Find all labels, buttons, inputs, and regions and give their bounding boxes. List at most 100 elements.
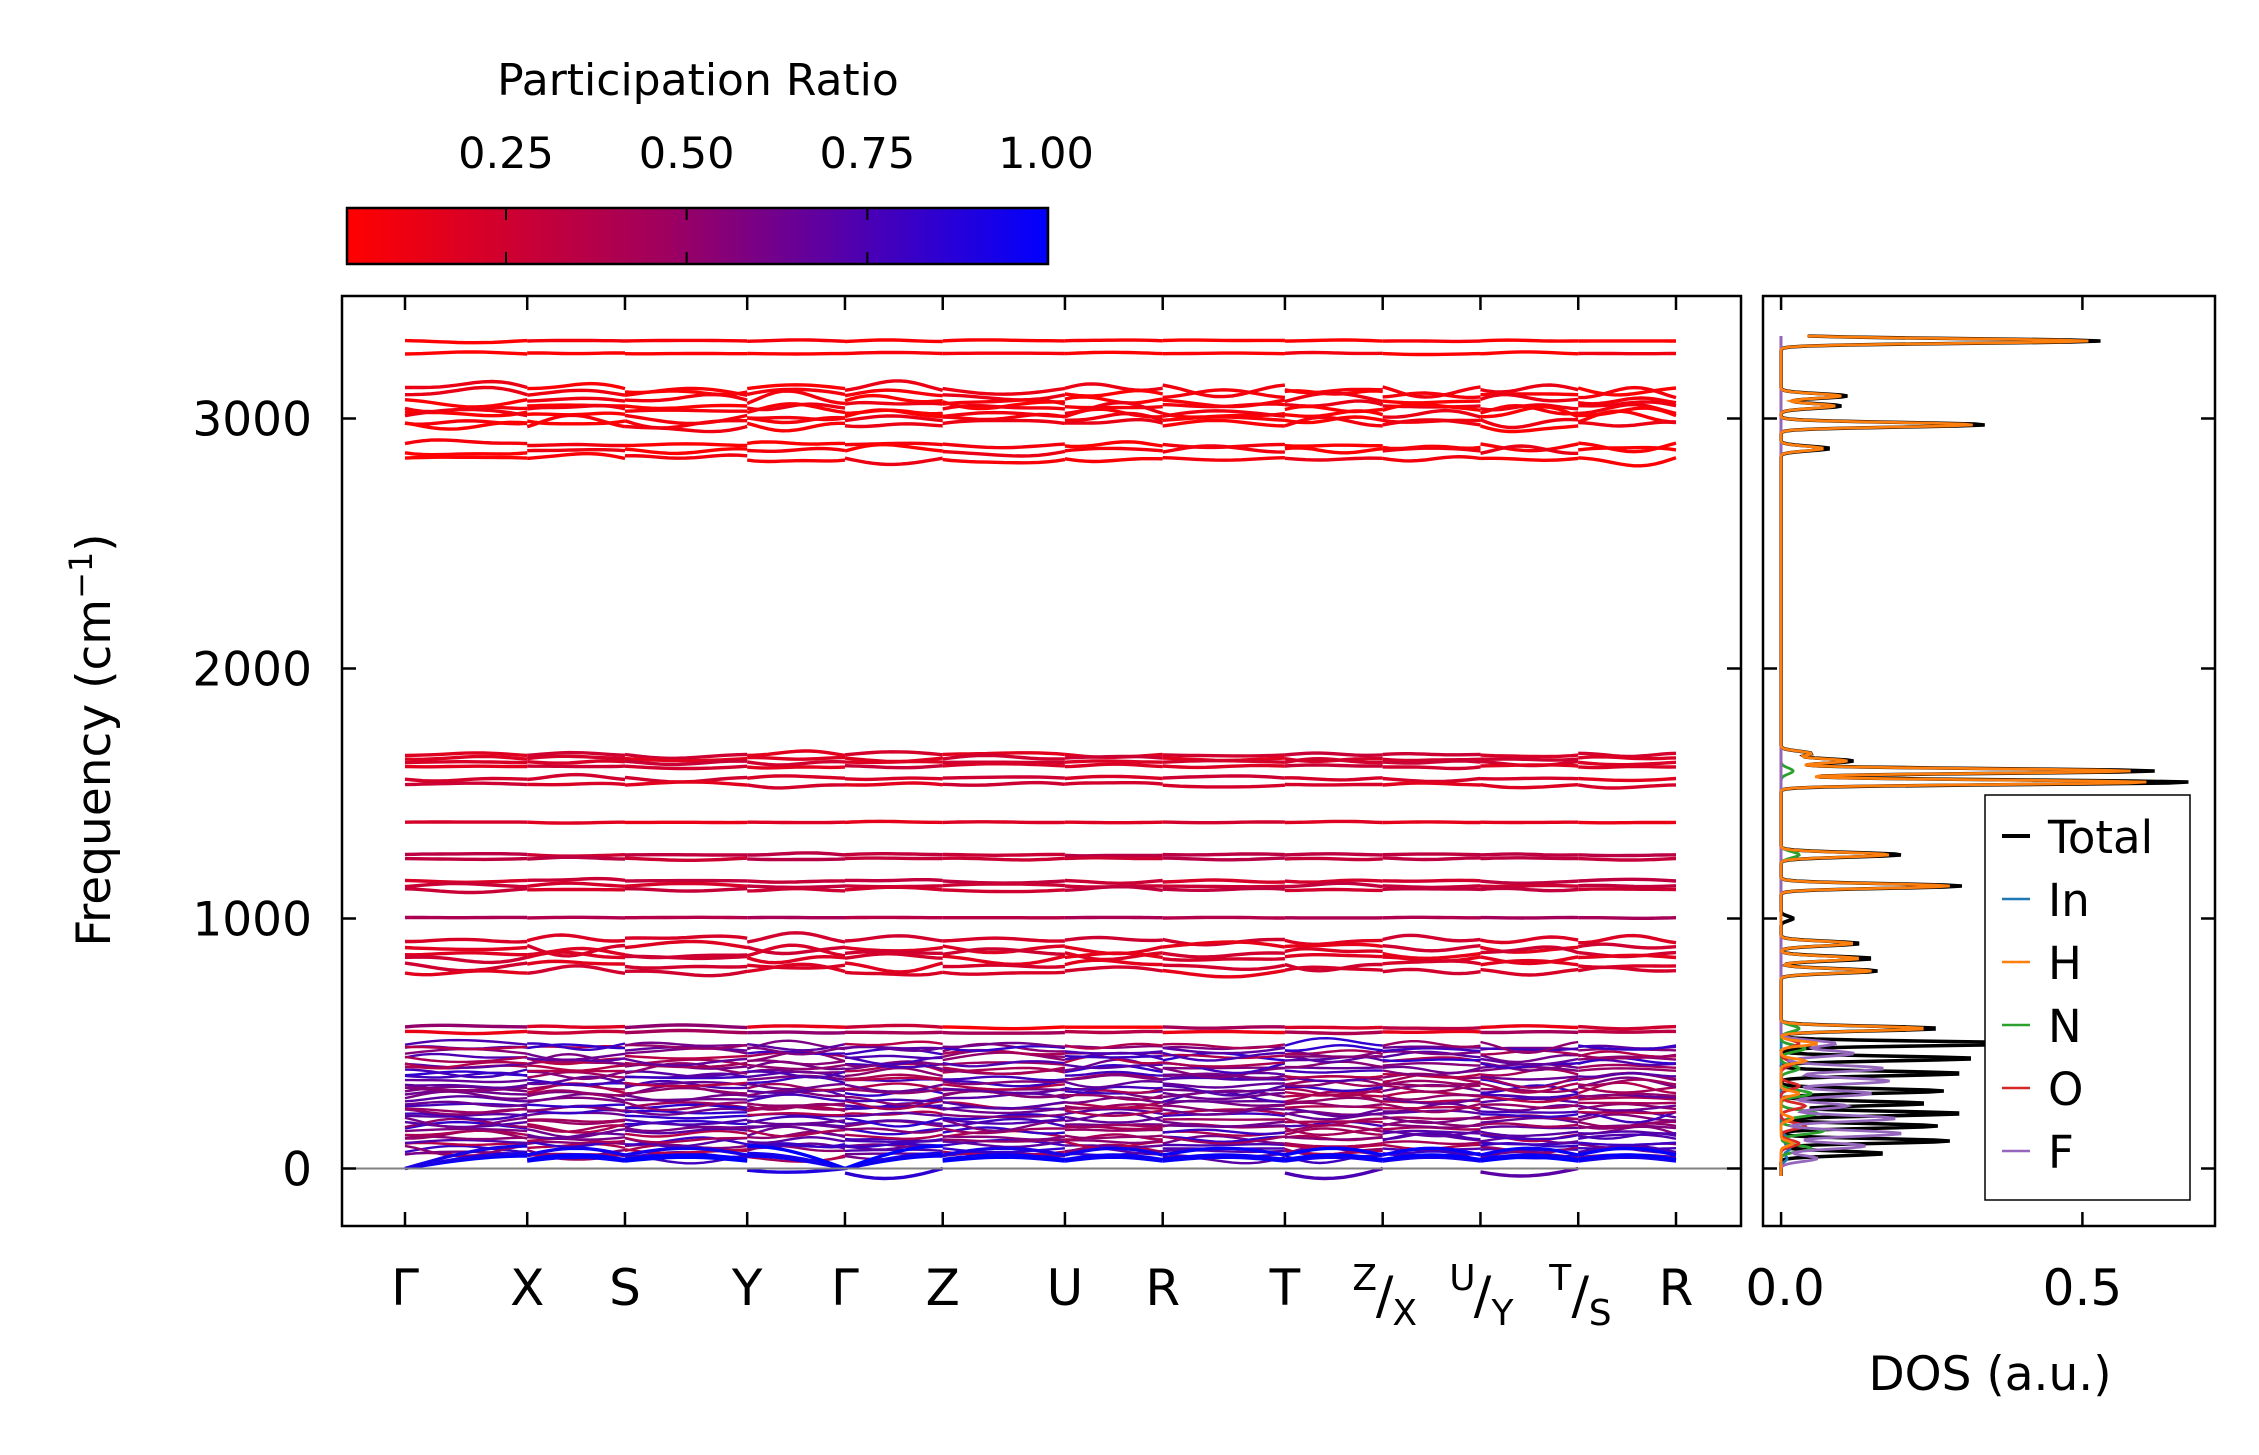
band-line bbox=[1480, 1082, 1579, 1094]
band-line bbox=[1578, 1141, 1677, 1147]
band-line bbox=[1284, 1117, 1383, 1127]
band-line bbox=[404, 1083, 528, 1090]
band-line bbox=[527, 855, 626, 861]
band-line bbox=[1284, 946, 1383, 954]
band-line bbox=[1480, 1125, 1579, 1130]
band-line bbox=[1382, 1073, 1481, 1079]
band-line bbox=[747, 1111, 846, 1117]
band-line bbox=[1162, 1099, 1285, 1103]
band-line bbox=[942, 1089, 1066, 1099]
band-line bbox=[942, 1155, 1066, 1163]
band-line bbox=[1479, 417, 1579, 430]
band-line bbox=[1578, 933, 1677, 945]
band-line bbox=[1162, 1120, 1286, 1129]
kpoint-label-slash: / bbox=[1376, 1266, 1394, 1326]
band-line bbox=[1480, 1103, 1579, 1112]
band-line bbox=[624, 453, 748, 460]
band-line bbox=[844, 414, 943, 423]
band-line bbox=[844, 1144, 943, 1171]
band-line bbox=[844, 750, 943, 757]
band-line bbox=[624, 1155, 748, 1163]
band-line bbox=[404, 760, 528, 765]
band-line bbox=[942, 1113, 1066, 1119]
band-line bbox=[527, 1078, 626, 1087]
band-line bbox=[526, 959, 626, 966]
band-line bbox=[1480, 763, 1579, 768]
band-lines bbox=[404, 338, 1677, 1181]
band-line bbox=[404, 350, 528, 356]
band-line bbox=[526, 413, 626, 429]
band-line bbox=[844, 1088, 943, 1095]
band-line bbox=[1382, 1153, 1481, 1162]
band-line bbox=[1480, 1047, 1579, 1052]
band-line bbox=[942, 820, 1065, 825]
band-line bbox=[404, 1129, 528, 1137]
band-line bbox=[527, 1103, 625, 1108]
band-line bbox=[624, 1118, 748, 1126]
band-line bbox=[942, 775, 1065, 780]
band-line bbox=[1578, 887, 1677, 892]
band-line bbox=[527, 448, 626, 453]
band-line bbox=[1480, 1110, 1579, 1114]
colorbar-tick-label: 1.00 bbox=[998, 129, 1094, 179]
colorbar-tick-label: 0.25 bbox=[458, 129, 554, 179]
band-line bbox=[844, 970, 943, 977]
band-line bbox=[1578, 385, 1677, 400]
band-line bbox=[1162, 759, 1285, 764]
band-line bbox=[526, 1128, 626, 1139]
band-line bbox=[746, 931, 846, 944]
band-line bbox=[624, 408, 748, 413]
band-line bbox=[747, 1063, 846, 1071]
band-line bbox=[1284, 1146, 1384, 1157]
band-line bbox=[1480, 945, 1579, 955]
band-line bbox=[1382, 1155, 1481, 1163]
kpoint-label: Z bbox=[926, 1259, 960, 1317]
band-line bbox=[1382, 399, 1481, 405]
band-line bbox=[1064, 1139, 1163, 1145]
band-line bbox=[1284, 763, 1383, 768]
band-line bbox=[1382, 1115, 1481, 1124]
band-line bbox=[844, 1127, 943, 1134]
band-line bbox=[1382, 1093, 1481, 1101]
band-line bbox=[1162, 968, 1286, 979]
band-line bbox=[527, 750, 626, 757]
band-line bbox=[404, 881, 528, 889]
band-line bbox=[1382, 1065, 1481, 1075]
band-line bbox=[844, 1066, 943, 1078]
band-line bbox=[747, 351, 846, 356]
band-line bbox=[1480, 958, 1579, 967]
band-line bbox=[527, 759, 626, 765]
band-line bbox=[1064, 457, 1163, 464]
band-line bbox=[527, 396, 626, 403]
band-line bbox=[1284, 1087, 1383, 1098]
band-line bbox=[1577, 1120, 1676, 1129]
band-line bbox=[1284, 878, 1383, 884]
band-line bbox=[942, 1146, 1066, 1157]
band-line bbox=[1578, 1067, 1677, 1072]
band-line bbox=[747, 458, 846, 464]
band-line bbox=[747, 1070, 846, 1079]
band-line bbox=[844, 1127, 943, 1136]
band-line bbox=[747, 774, 846, 780]
kpoint-label: Γ bbox=[831, 1259, 859, 1317]
band-line bbox=[1480, 955, 1579, 966]
band-line bbox=[624, 446, 748, 456]
band-line bbox=[1064, 781, 1163, 786]
band-line bbox=[1577, 1081, 1677, 1095]
band-line bbox=[844, 379, 944, 392]
band-line bbox=[1578, 1110, 1677, 1124]
band-line bbox=[1162, 940, 1286, 949]
band-line bbox=[405, 379, 528, 390]
band-line bbox=[404, 407, 528, 418]
band-line bbox=[942, 1127, 1065, 1135]
colorbar-tick-label: 0.50 bbox=[639, 129, 735, 179]
band-line bbox=[1382, 1029, 1481, 1034]
band-line bbox=[942, 1030, 1065, 1035]
dos-x-axis-label: DOS (a.u.) bbox=[1868, 1347, 2111, 1402]
kpoint-label: Y bbox=[731, 1259, 763, 1317]
colorbar-title: Participation Ratio bbox=[497, 55, 899, 106]
band-line bbox=[1480, 967, 1579, 977]
band-line bbox=[404, 969, 528, 977]
band-line bbox=[404, 955, 528, 965]
band-line bbox=[1382, 1050, 1481, 1056]
